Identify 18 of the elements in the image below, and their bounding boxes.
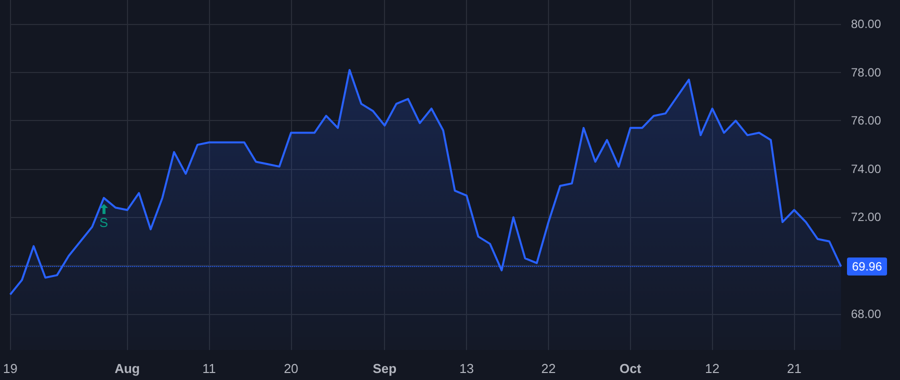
y-tick-label: 76.00 [851,114,882,128]
x-tick-label: 19 [2,361,18,376]
x-tick-label: Aug [114,361,140,376]
x-tick-label: 13 [459,361,474,376]
ref-line-label: 69.96 [852,259,882,274]
x-tick-label: Oct [620,361,642,376]
y-tick-label: 80.00 [851,17,882,32]
y-tick-label: 72.00 [851,210,882,224]
x-tick-label: 12 [705,361,720,376]
annotation: S [99,215,108,230]
x-tick-label: 21 [786,361,802,376]
y-tick-label: 78.00 [851,65,882,80]
y-tick-label: 68.00 [851,306,882,321]
x-tick-label: 20 [284,361,298,376]
x-tick-label: 11 [202,361,216,376]
x-tick-label: 22 [541,361,556,376]
x-tick-label: Sep [372,361,397,376]
y-tick-label: 74.00 [851,162,882,176]
